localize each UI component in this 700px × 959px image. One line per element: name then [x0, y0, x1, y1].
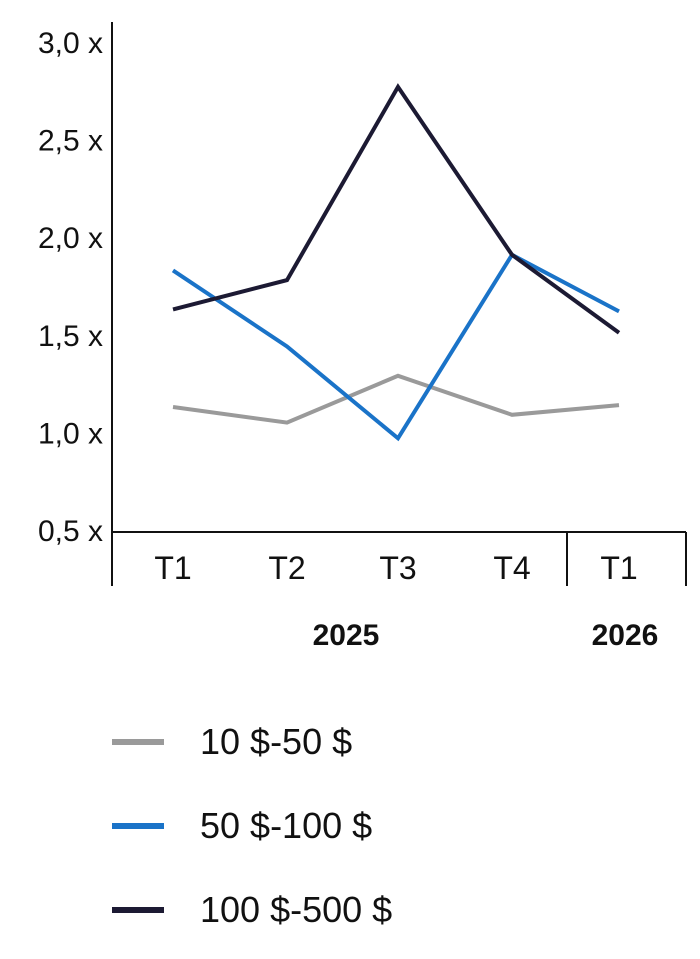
x-axis-ticks: T1 T2 T3 T4 T1	[154, 550, 637, 586]
y-tick-label: 0,5 x	[38, 515, 103, 548]
year-label: 2025	[313, 619, 380, 652]
y-tick-label: 3,0 x	[38, 27, 103, 60]
year-label: 2026	[592, 619, 659, 652]
y-tick-label: 2,0 x	[38, 222, 103, 255]
legend-label: 100 $-500 $	[200, 889, 393, 930]
x-tick-label: T1	[154, 550, 191, 586]
series-line-2	[171, 252, 620, 442]
y-tick-label: 2,5 x	[38, 125, 103, 158]
x-tick-label: T1	[600, 550, 637, 586]
x-tick-label: T4	[493, 550, 530, 586]
legend-item: 50 $-100 $	[112, 784, 392, 868]
legend-swatch	[112, 907, 164, 913]
series-line-3	[172, 83, 621, 335]
line-chart: 3,0 x2,5 x2,0 x1,5 x1,0 x0,5 x T1 T2 T3 T4 T…	[38, 22, 687, 652]
y-tick-label: 1,5 x	[38, 320, 103, 353]
x-tick-label: T3	[379, 550, 416, 586]
series-lines	[171, 83, 621, 442]
legend-label: 10 $-50 $	[200, 721, 353, 762]
legend-swatch	[112, 823, 164, 829]
legend-swatch	[112, 739, 164, 745]
legend-label: 50 $-100 $	[200, 805, 373, 846]
legend-item: 100 $-500 $	[112, 868, 392, 952]
legend-item: 10 $-50 $	[112, 700, 392, 784]
x-tick-label: T2	[268, 550, 305, 586]
legend: 10 $-50 $ 50 $-100 $ 100 $-500 $	[112, 700, 392, 952]
y-tick-label: 1,0 x	[38, 417, 103, 450]
year-labels: 2025 2026	[313, 619, 659, 652]
series-line-1	[172, 373, 620, 425]
y-axis-ticks: 3,0 x 2,5 x 2,0 x 1,5 x 1,0 x 0,5 x	[38, 27, 103, 548]
